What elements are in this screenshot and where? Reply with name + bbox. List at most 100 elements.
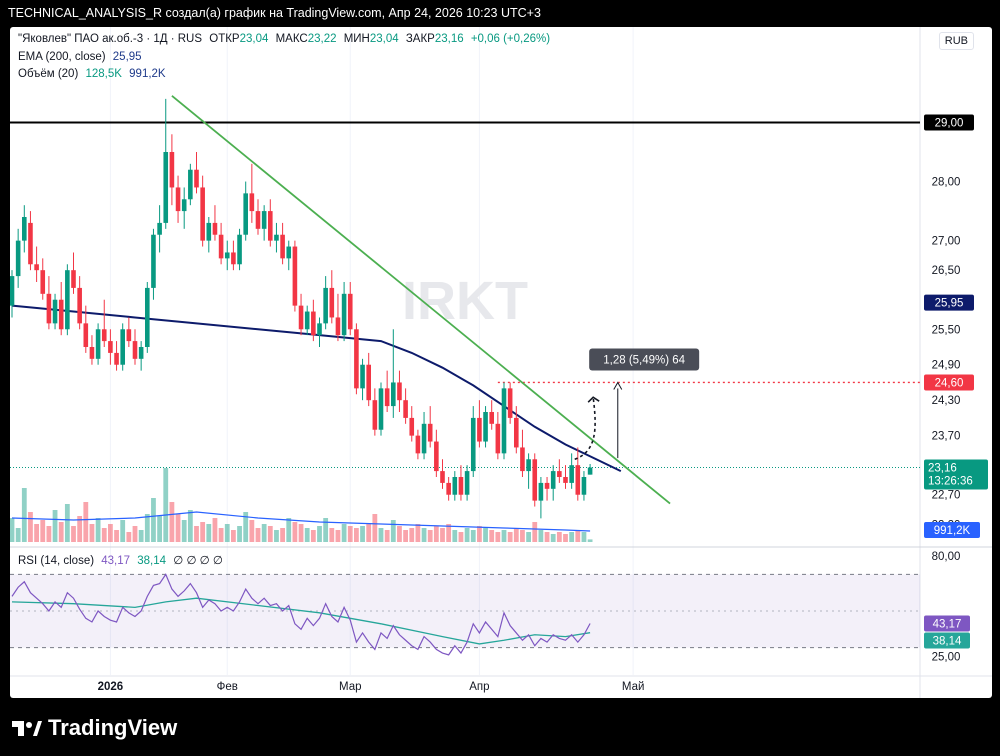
volume-bar xyxy=(354,528,359,542)
candle xyxy=(280,222,285,265)
volume-bar xyxy=(120,520,126,542)
candle-body xyxy=(587,467,593,475)
volume-bar xyxy=(335,530,341,542)
chart-canvas[interactable]: 2026 Фев Мар Апр Май IRKT 28,00 27,00 26,50 25,50… xyxy=(10,27,992,698)
candle-body xyxy=(268,211,273,241)
ema-value: 25,95 xyxy=(112,51,142,63)
volume-bar xyxy=(341,524,347,542)
candle-body xyxy=(52,299,58,324)
volume-bar xyxy=(71,526,76,542)
candle-body xyxy=(434,441,439,472)
volume-bar xyxy=(108,524,113,542)
price-tick-label: 23,70 xyxy=(932,431,961,443)
volume-bar xyxy=(458,532,464,542)
candle-body xyxy=(114,352,119,365)
volume-bar xyxy=(483,528,488,542)
candle-body xyxy=(550,471,556,489)
candle-body xyxy=(231,252,236,265)
candle-body xyxy=(514,417,519,448)
change-value: +0,06 (+0,26%) xyxy=(470,33,551,45)
volume-bar xyxy=(587,539,593,542)
candle xyxy=(581,471,587,501)
candle-body xyxy=(224,252,230,259)
candle-body xyxy=(403,400,408,418)
tradingview-logo[interactable]: TradingView xyxy=(12,715,177,741)
volume-bar xyxy=(310,530,316,542)
candle-body xyxy=(347,293,353,330)
candle xyxy=(46,276,52,330)
candle xyxy=(212,205,218,241)
candle-body xyxy=(151,234,156,288)
volume-bar xyxy=(138,530,144,542)
volume-bar xyxy=(169,502,175,542)
rsi-tag-text: 43,17 xyxy=(933,618,962,630)
candle-body xyxy=(255,211,261,229)
legend-ohlc-row: "Яковлев" ПАО ак.об.-3 · 1Д · RUS ОТКР23… xyxy=(18,33,554,45)
volume-bar xyxy=(218,528,224,542)
candle-body xyxy=(372,400,378,430)
candle-body xyxy=(440,471,445,483)
candle-body xyxy=(71,270,76,288)
candle xyxy=(120,323,125,371)
candle-body xyxy=(10,276,15,306)
candle-body xyxy=(557,471,562,477)
candle-body xyxy=(360,364,365,389)
volume-bar xyxy=(95,518,101,542)
candle xyxy=(292,240,298,312)
candle-body xyxy=(22,217,27,241)
candle xyxy=(526,453,531,489)
candle-body xyxy=(212,222,218,235)
candle xyxy=(286,240,292,271)
ema200-line xyxy=(11,304,622,472)
candle xyxy=(175,175,181,223)
legend-rsi-row[interactable]: RSI (14, close) 43,17 38,14 ∅ ∅ ∅ ∅ xyxy=(18,553,227,567)
volume-bar xyxy=(433,526,439,542)
candle xyxy=(532,453,538,507)
candle xyxy=(126,317,132,347)
candle xyxy=(360,358,365,401)
symbol-title[interactable]: "Яковлев" ПАО ак.об.-3 · 1Д · RUS xyxy=(18,33,203,45)
candle-body xyxy=(206,222,212,241)
volume-bar xyxy=(206,524,212,542)
volume-bar xyxy=(397,526,402,542)
candle-body xyxy=(575,465,581,495)
volume-bar xyxy=(501,530,507,542)
rsi-value: 43,17 xyxy=(101,555,131,567)
candle xyxy=(489,400,494,430)
volume-bar xyxy=(366,524,372,542)
candle xyxy=(200,175,205,247)
candle xyxy=(145,282,150,353)
volume-ma-tag-text: 991,2K xyxy=(934,525,971,537)
candle xyxy=(341,282,347,342)
legend-volume-row[interactable]: Объём (20) 128,5K 991,2K xyxy=(18,68,170,80)
candle-body xyxy=(108,341,113,353)
volume-bar xyxy=(550,534,556,542)
downtrend-line xyxy=(171,95,671,505)
volume-bar xyxy=(286,518,292,542)
tradingview-wordmark: TradingView xyxy=(48,715,178,740)
volume-bar xyxy=(298,524,304,542)
candle-body xyxy=(520,447,525,472)
candle xyxy=(538,477,544,519)
candle xyxy=(95,323,101,365)
candle xyxy=(151,228,156,300)
price-tick-label: 24,30 xyxy=(932,395,961,407)
volume-bar xyxy=(323,518,329,542)
candle xyxy=(114,341,119,371)
candle-body xyxy=(397,382,402,401)
candle xyxy=(311,299,316,342)
candle-body xyxy=(280,234,285,259)
candle xyxy=(304,305,310,336)
candle-body xyxy=(95,329,101,359)
candle xyxy=(440,459,445,489)
price-tick-label: 25,50 xyxy=(932,324,961,336)
candle xyxy=(65,264,70,336)
legend-ema-row[interactable]: EMA (200, close) 25,95 xyxy=(18,51,146,63)
candle xyxy=(317,317,322,347)
candle-body xyxy=(495,423,501,454)
time-tick-label: Апр xyxy=(469,681,489,693)
currency-button[interactable]: RUB xyxy=(938,32,974,50)
volume-bar xyxy=(46,526,52,542)
candle-body xyxy=(335,317,341,336)
candle-body xyxy=(237,234,242,265)
